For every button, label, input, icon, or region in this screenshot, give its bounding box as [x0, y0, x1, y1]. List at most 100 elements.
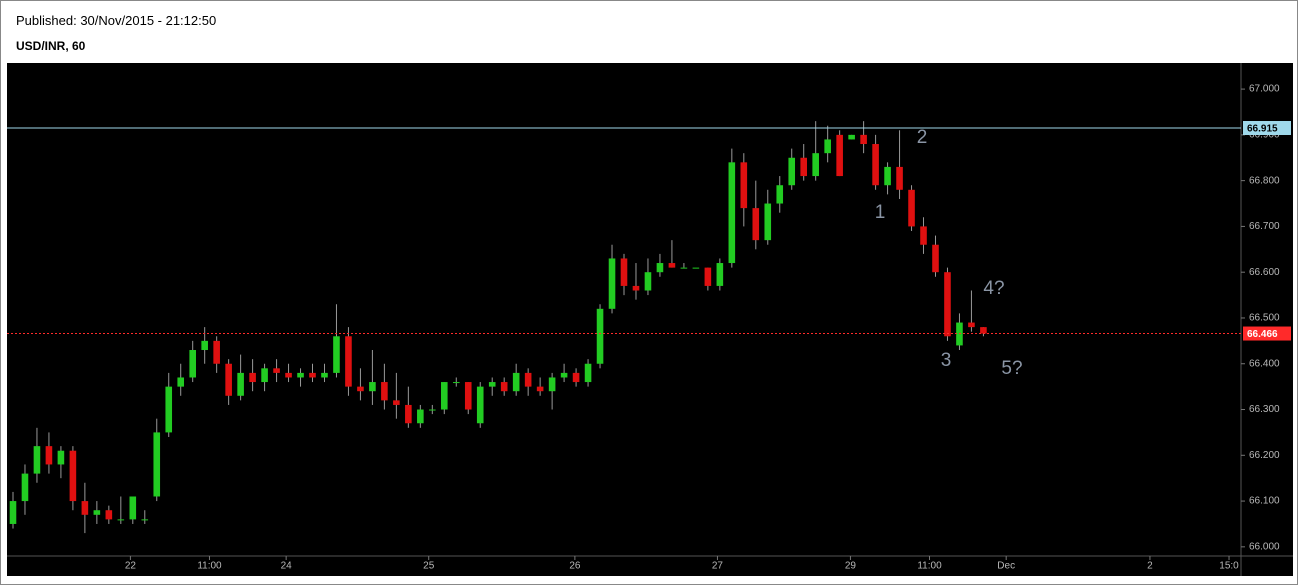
candle-body: [572, 372, 580, 383]
candle-body: [656, 263, 664, 273]
candle-body: [944, 272, 951, 337]
y-tick-label: 66.200: [1249, 450, 1280, 461]
chart-title: USD/INR, 60: [16, 39, 86, 53]
x-tick-label: 2: [1147, 561, 1153, 572]
wave-label: 5?: [1001, 358, 1022, 379]
candle-body: [321, 372, 328, 378]
y-tick-label: 66.300: [1249, 404, 1280, 415]
candle-body: [704, 267, 712, 286]
candle-body: [932, 244, 939, 273]
y-tick-label: 66.800: [1249, 175, 1280, 186]
candle-body: [57, 450, 65, 465]
price-tag: [1243, 326, 1291, 341]
candle-body: [189, 350, 196, 378]
y-tick-label: 66.400: [1249, 358, 1280, 369]
candle-body: [21, 473, 29, 502]
candle-body: [548, 377, 556, 392]
candle-body: [273, 368, 280, 373]
candle-body: [476, 386, 484, 424]
price-tag: [1243, 121, 1291, 136]
candle-body: [417, 409, 424, 424]
candle-body: [824, 139, 831, 154]
candle-body: [405, 404, 412, 424]
candle-body: [920, 226, 927, 245]
candle-body: [381, 382, 388, 401]
x-tick-label: Dec: [997, 561, 1015, 572]
candle-body: [728, 162, 736, 264]
candle-body: [309, 372, 316, 378]
candle-body: [45, 446, 53, 465]
wave-label: 4?: [983, 278, 1004, 299]
candle-body: [464, 382, 472, 410]
x-tick-label: 11:00: [917, 561, 942, 572]
candle-body: [908, 189, 915, 227]
candle-body: [249, 372, 256, 383]
y-tick-label: 67.000: [1249, 84, 1280, 95]
candle-body: [584, 363, 592, 383]
candle-body: [105, 510, 113, 520]
candle-body: [177, 377, 185, 387]
candle-body: [788, 157, 796, 186]
chart-background: [7, 63, 1293, 576]
candle-body: [225, 363, 232, 396]
x-tick-label: 24: [281, 561, 293, 572]
candle-body: [440, 382, 448, 410]
candle-body: [452, 382, 460, 384]
candle-body: [596, 308, 604, 364]
candle-body: [680, 267, 688, 269]
candle-body: [512, 372, 520, 392]
candle-body: [536, 386, 544, 392]
candle-body: [608, 258, 616, 309]
candle-body: [620, 258, 628, 286]
published: Published: 30/Nov/2015 - 21:12:50: [16, 13, 217, 28]
candle-body: [500, 382, 508, 392]
candle-body: [81, 501, 89, 515]
candle-body: [488, 382, 496, 387]
candle-body: [153, 432, 161, 497]
y-tick-label: 66.900: [1249, 130, 1280, 141]
candle-body: [524, 372, 532, 387]
candle-body: [129, 496, 137, 520]
y-tick-label: 66.100: [1249, 496, 1280, 507]
price-tag-label: 66.915: [1247, 124, 1278, 135]
candle-body: [141, 519, 149, 521]
x-tick-label: 27: [712, 561, 724, 572]
wave-label: 2: [917, 127, 928, 148]
candle-body: [261, 368, 268, 383]
candle-body: [69, 450, 77, 502]
y-tick-label: 66.700: [1249, 221, 1280, 232]
candle-body: [33, 446, 41, 474]
x-tick-label: 26: [569, 561, 581, 572]
candle-body: [333, 336, 340, 373]
y-tick-label: 66.500: [1249, 313, 1280, 324]
wave-label: 1: [875, 202, 886, 223]
candle-body: [429, 409, 436, 411]
candle-body: [632, 285, 640, 291]
candle-body: [213, 340, 220, 364]
candle-body: [752, 208, 760, 241]
price-tag-label: 66.466: [1247, 329, 1278, 340]
x-tick-label: 15:0: [1219, 561, 1239, 572]
candle-body: [980, 327, 987, 334]
candle-body: [764, 203, 772, 241]
candle-body: [812, 153, 819, 177]
candle-body: [297, 372, 304, 378]
candle-body: [285, 372, 292, 378]
candle-body: [716, 263, 724, 286]
candle-body: [357, 386, 364, 392]
candle-body: [896, 166, 903, 190]
wave-label: 3: [941, 350, 952, 371]
candle-body: [644, 272, 652, 291]
candle-body: [860, 134, 867, 145]
candle-body: [93, 510, 101, 515]
x-tick-label: 11:00: [197, 561, 222, 572]
candle-body: [393, 400, 400, 405]
candle-body: [848, 134, 855, 140]
candle-body: [872, 144, 879, 186]
candle-body: [369, 382, 376, 392]
y-tick-label: 66.600: [1249, 267, 1280, 278]
candle-body: [884, 166, 891, 186]
x-tick-label: 25: [423, 561, 435, 572]
